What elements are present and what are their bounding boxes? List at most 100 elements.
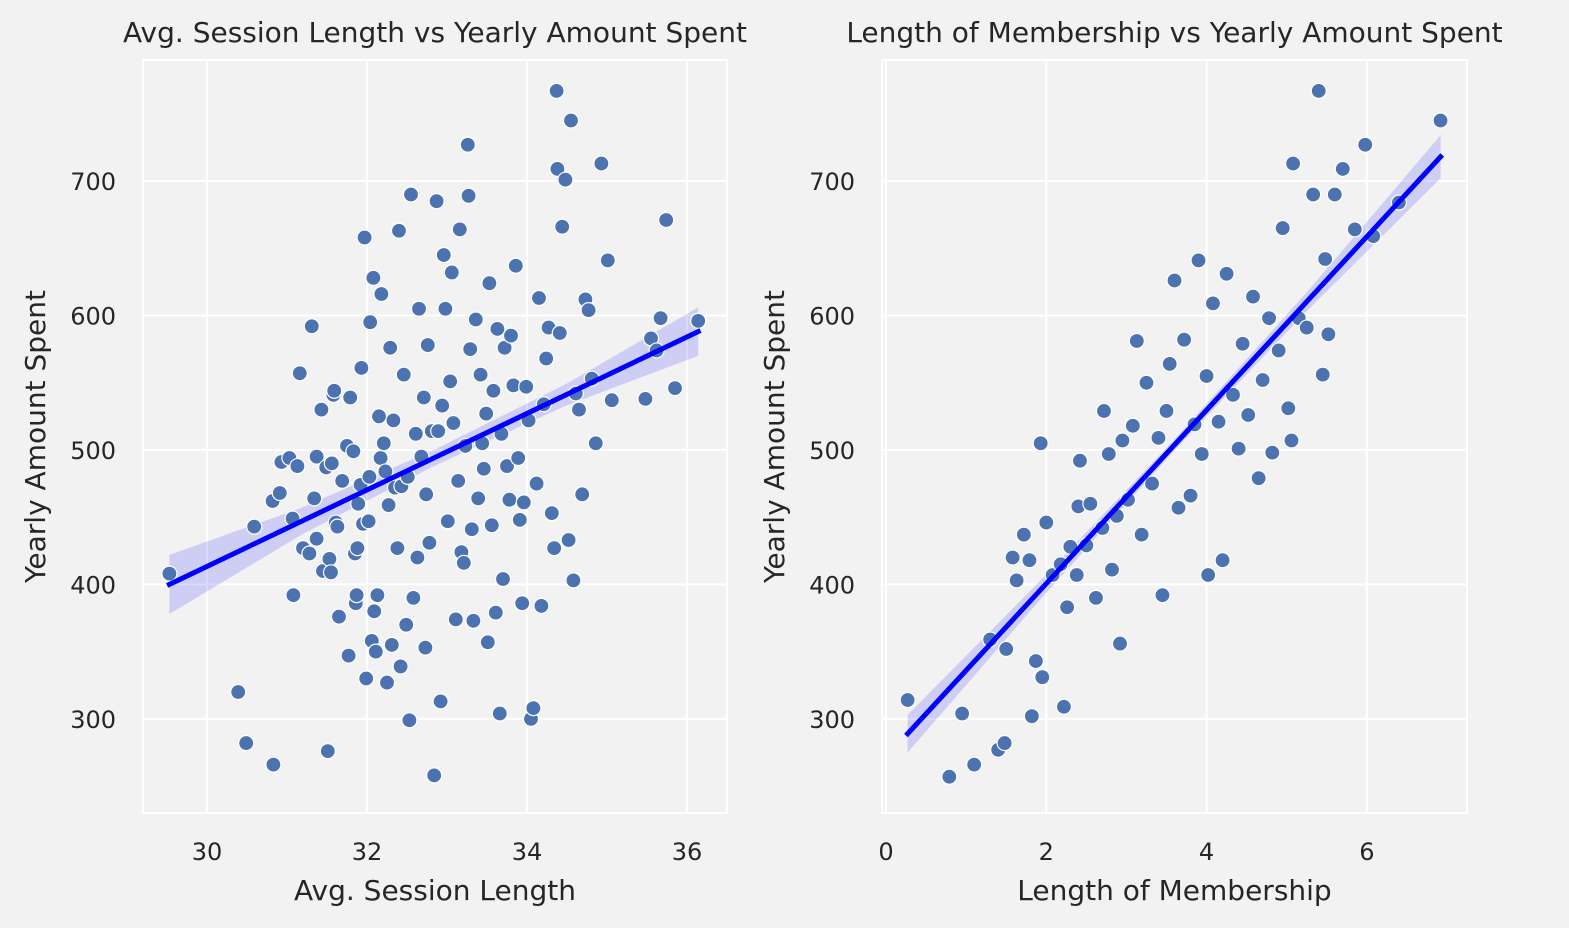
data-point: [1038, 514, 1055, 531]
data-point: [348, 587, 365, 604]
data-point: [1166, 272, 1183, 289]
data-point: [291, 365, 308, 382]
data-point: [485, 382, 502, 399]
data-point: [1244, 288, 1262, 305]
data-point: [491, 705, 508, 722]
scatter-panel-session-length: 30 32 34 36 300 400 500 600 700 Avg. Session Le…: [19, 16, 747, 907]
data-point: [372, 449, 389, 467]
data-point: [383, 636, 400, 654]
data-point: [392, 658, 409, 675]
data-point: [360, 513, 377, 530]
data-point: [415, 389, 432, 406]
data-point: [1114, 432, 1131, 449]
y-tick-label: 400: [809, 571, 855, 599]
data-point: [470, 490, 487, 507]
data-point: [402, 186, 420, 203]
data-point: [599, 252, 616, 269]
data-point: [1240, 406, 1257, 424]
x-tick-label: 34: [512, 838, 543, 866]
gridlines: [143, 60, 727, 813]
data-point: [1059, 599, 1076, 616]
data-point: [390, 222, 408, 239]
data-point: [462, 340, 479, 358]
data-point: [349, 540, 366, 557]
data-point: [389, 540, 406, 557]
data-point: [1317, 250, 1334, 268]
gridlines: [882, 60, 1467, 813]
data-point: [1234, 335, 1251, 352]
data-point: [637, 390, 654, 407]
data-point: [1150, 429, 1167, 446]
x-tick-label: 6: [1359, 838, 1374, 866]
data-point: [1087, 589, 1105, 606]
data-point: [373, 285, 390, 303]
data-point: [1008, 572, 1025, 589]
data-point: [375, 435, 392, 452]
data-point: [1264, 444, 1281, 461]
x-axis-label: Length of Membership: [1017, 874, 1331, 907]
data-point: [998, 640, 1015, 658]
data-point: [230, 683, 247, 701]
data-point: [382, 339, 399, 356]
data-point: [1326, 186, 1343, 203]
data-point: [329, 518, 346, 535]
data-point: [401, 712, 418, 729]
data-point: [330, 608, 348, 625]
data-point: [1128, 332, 1145, 350]
data-point: [498, 457, 516, 475]
data-point: [361, 468, 378, 485]
data-point: [418, 486, 435, 503]
data-point: [1154, 587, 1171, 604]
data-point: [435, 246, 452, 264]
data-point: [301, 545, 318, 562]
data-point: [410, 300, 428, 317]
data-point: [483, 517, 500, 534]
data-point: [562, 112, 580, 129]
data-point: [1224, 386, 1242, 403]
data-point: [366, 603, 383, 620]
regression-line: [904, 153, 1445, 738]
data-point: [574, 486, 591, 503]
data-point: [1214, 552, 1231, 569]
data-point: [378, 674, 396, 691]
data-point: [580, 302, 597, 319]
data-point: [303, 318, 320, 335]
data-point: [443, 264, 460, 281]
data-point: [362, 314, 379, 331]
data-point: [319, 743, 336, 760]
data-point: [369, 587, 386, 604]
data-point: [1004, 549, 1021, 566]
data-point: [1027, 652, 1044, 670]
data-point: [1204, 295, 1222, 312]
data-point: [1283, 432, 1300, 449]
data-point: [587, 435, 604, 452]
data-point: [306, 490, 323, 507]
data-point: [1310, 82, 1327, 100]
y-tick-label: 400: [70, 571, 116, 599]
data-point: [1305, 186, 1322, 203]
data-point: [459, 136, 476, 153]
data-point: [417, 639, 434, 656]
data-point: [1270, 342, 1287, 359]
y-tick-label: 500: [809, 437, 855, 465]
data-point: [1334, 160, 1351, 178]
data-point: [1274, 219, 1291, 237]
y-tick-label: 300: [809, 706, 855, 734]
data-point: [478, 405, 495, 422]
data-point: [481, 275, 498, 292]
y-tick-label: 300: [70, 706, 116, 734]
data-point: [1021, 552, 1038, 569]
data-point: [322, 564, 340, 581]
data-point: [1032, 435, 1049, 452]
y-tick-label: 600: [809, 302, 855, 330]
y-tick-label: 700: [809, 168, 855, 196]
data-point: [1111, 635, 1129, 652]
data-point: [323, 455, 340, 472]
data-point: [511, 511, 528, 528]
data-point: [1182, 487, 1199, 504]
data-point: [530, 289, 548, 307]
data-point: [334, 472, 351, 489]
data-point: [437, 300, 454, 317]
data-point: [533, 597, 550, 615]
data-point: [426, 767, 443, 784]
